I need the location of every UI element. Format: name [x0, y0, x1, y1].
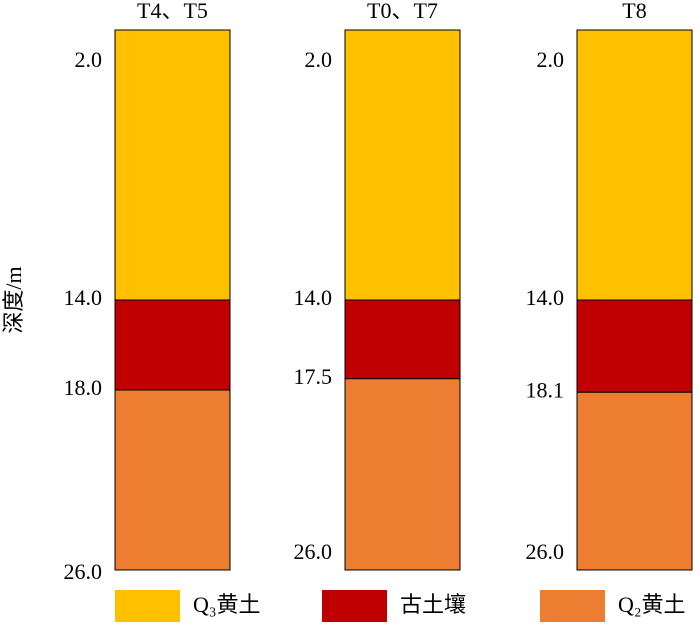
layer	[576, 391, 693, 571]
column-title: T0、T7	[367, 0, 438, 23]
depth-label: 26.0	[526, 539, 565, 564]
depth-label: 26.0	[294, 539, 333, 564]
depth-label: 18.0	[64, 375, 103, 400]
legend-label: Q₂黄土	[618, 592, 686, 617]
layer	[114, 29, 231, 301]
column-title: T8	[622, 0, 646, 23]
layer	[576, 29, 693, 301]
depth-label: 14.0	[294, 285, 333, 310]
layer	[114, 389, 231, 571]
depth-label: 2.0	[537, 47, 565, 72]
depth-label: 2.0	[305, 47, 333, 72]
depth-label: 2.0	[75, 47, 103, 72]
legend-swatch	[322, 590, 387, 622]
depth-label: 14.0	[526, 285, 565, 310]
column-title: T4、T5	[137, 0, 208, 23]
layer	[344, 378, 461, 571]
legend-label: Q₃黄土	[193, 592, 261, 617]
legend-swatch	[540, 590, 605, 622]
layer	[114, 299, 231, 391]
legend-label: 古土壤	[400, 592, 466, 617]
layer	[344, 29, 461, 301]
depth-label: 14.0	[64, 285, 103, 310]
layer	[576, 299, 693, 393]
depth-label: 17.5	[294, 364, 333, 389]
y-axis-label: 深度/m	[1, 266, 26, 333]
depth-label: 18.1	[526, 377, 565, 402]
legend-swatch	[115, 590, 180, 622]
layer	[344, 299, 461, 380]
depth-label: 26.0	[64, 559, 103, 584]
